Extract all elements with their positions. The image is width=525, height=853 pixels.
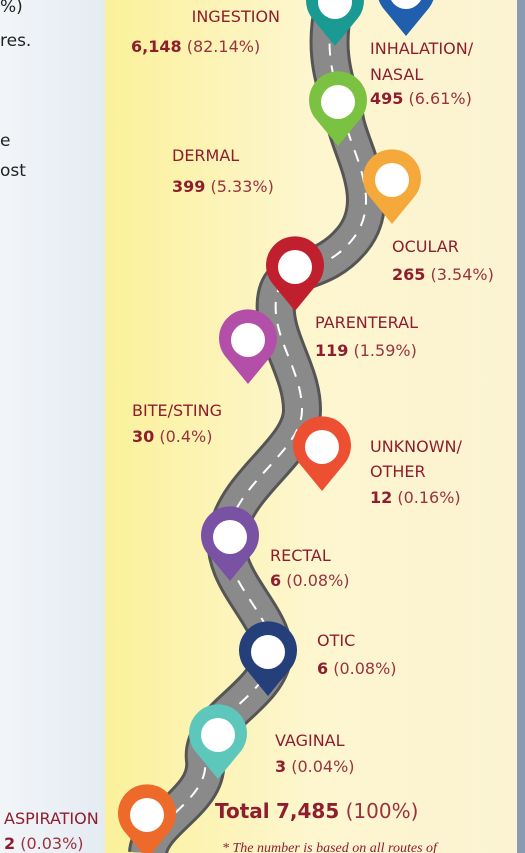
count: 119 <box>315 341 348 360</box>
count: 30 <box>132 427 154 446</box>
count: 6 <box>270 571 281 590</box>
percent: (0.08%) <box>333 659 396 678</box>
left-background <box>0 0 105 853</box>
right-edge <box>517 0 525 853</box>
route-label: RECTAL <box>270 546 331 565</box>
footnote: * The number is based on all routes of <box>222 841 439 853</box>
fragment: ost <box>0 161 26 181</box>
total-label: Total <box>215 799 270 823</box>
route-value: 6 (0.08%) <box>317 659 397 678</box>
percent: (0.08%) <box>286 571 349 590</box>
count: 399 <box>172 177 205 196</box>
route-value: 119 (1.59%) <box>315 341 417 360</box>
route-value: 3 (0.04%) <box>275 757 355 776</box>
route-label: PARENTERAL <box>315 313 418 332</box>
route-value: 12 (0.16%) <box>370 488 461 507</box>
percent: (6.61%) <box>409 89 472 108</box>
count: 3 <box>275 757 286 776</box>
total: Total 7,485 (100%) <box>215 799 418 823</box>
route-label: ASPIRATION <box>4 809 99 828</box>
total-percent: (100%) <box>346 799 419 823</box>
route-value: 495 (6.61%) <box>370 89 472 108</box>
count: 265 <box>392 265 425 284</box>
percent: (0.04%) <box>291 757 354 776</box>
fragment: res. <box>0 31 31 51</box>
route-value: 399 (5.33%) <box>172 177 274 196</box>
route-value: 30 (0.4%) <box>132 427 213 446</box>
count: 6 <box>317 659 328 678</box>
route-label: INHALATION/ <box>370 39 474 58</box>
route-value: 2 (0.03%) <box>4 834 84 853</box>
percent: (0.16%) <box>397 488 460 507</box>
percent: (0.03%) <box>20 834 83 853</box>
percent: (82.14%) <box>187 37 261 56</box>
route-label: DERMAL <box>172 146 239 165</box>
route-label: OTIC <box>317 631 355 650</box>
infographic: %) res. e ost INGESTION 6,148 (82.14%) I… <box>0 0 525 853</box>
route-label: UNKNOWN/ <box>370 437 463 456</box>
percent: (3.54%) <box>431 265 494 284</box>
route-label: OTHER <box>370 462 426 481</box>
total-count: 7,485 <box>276 799 339 823</box>
count: 2 <box>4 834 15 853</box>
percent: (0.4%) <box>159 427 212 446</box>
count: 12 <box>370 488 392 507</box>
route-label: INGESTION <box>192 7 280 26</box>
route-value: 6,148 (82.14%) <box>131 37 260 56</box>
percent: (5.33%) <box>211 177 274 196</box>
route-label: OCULAR <box>392 237 459 256</box>
fragment: %) <box>0 0 23 17</box>
count: 6,148 <box>131 37 182 56</box>
percent: (1.59%) <box>354 341 417 360</box>
route-value: 6 (0.08%) <box>270 571 350 590</box>
route-label: VAGINAL <box>275 731 345 750</box>
count: 495 <box>370 89 403 108</box>
fragment: e <box>0 131 10 151</box>
route-label: BITE/STING <box>132 401 222 420</box>
route-value: 265 (3.54%) <box>392 265 494 284</box>
route-label: NASAL <box>370 65 423 84</box>
